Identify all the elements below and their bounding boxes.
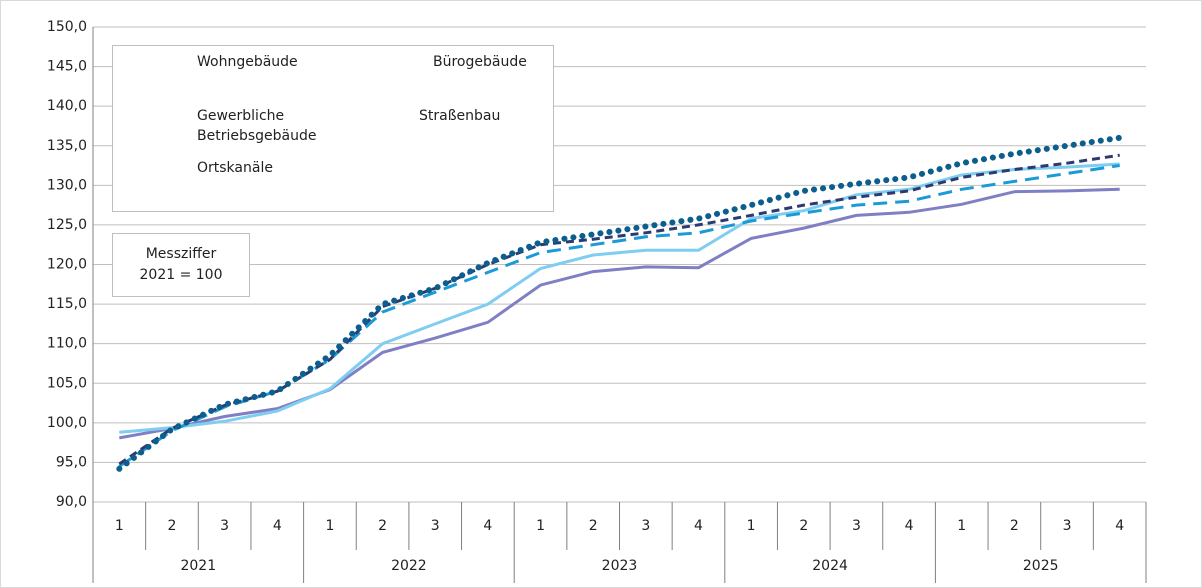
y-tick-label: 135,0 [47, 138, 87, 154]
annotation: Messziffer 2021 = 100 [139, 246, 223, 283]
y-tick-label: 100,0 [47, 415, 87, 431]
x-group-label: 2021 [180, 558, 216, 574]
x-tick-label: 4 [483, 518, 492, 534]
x-group-label: 2024 [812, 558, 848, 574]
x-tick-label: 1 [536, 518, 545, 534]
y-tick-label: 105,0 [47, 375, 87, 391]
x-tick-label: 4 [905, 518, 914, 534]
y-tick-label: 120,0 [47, 257, 87, 273]
y-tick-label: 115,0 [47, 296, 87, 312]
x-tick-label: 2 [1010, 518, 1019, 534]
legend-label: Gewerbliche Betriebsgebäude [197, 108, 317, 144]
x-group-label: 2023 [602, 558, 638, 574]
x-tick-label: 1 [957, 518, 966, 534]
x-tick-label: 4 [273, 518, 282, 534]
legend-label: Ortskanäle [197, 160, 273, 176]
x-tick-label: 1 [325, 518, 334, 534]
x-tick-label: 2 [378, 518, 387, 534]
x-group-label: 2022 [391, 558, 427, 574]
legend-label: Bürogebäude [433, 54, 527, 70]
y-tick-label: 90,0 [56, 494, 87, 510]
legend-label: Wohngebäude [197, 54, 298, 70]
x-tick-label: 3 [220, 518, 229, 534]
x-tick-label: 2 [799, 518, 808, 534]
y-tick-label: 150,0 [47, 19, 87, 35]
legend: Wohngebäude Bürogebäude Gewerbliche Betr… [112, 45, 554, 212]
line-series [116, 134, 1123, 472]
x-tick-label: 3 [431, 518, 440, 534]
y-tick-label: 110,0 [47, 336, 87, 352]
x-tick-label: 4 [1115, 518, 1124, 534]
y-tick-label: 145,0 [47, 59, 87, 75]
x-tick-label: 2 [589, 518, 598, 534]
x-tick-label: 1 [747, 518, 756, 534]
x-group-label: 2025 [1023, 558, 1059, 574]
x-tick-label: 1 [115, 518, 124, 534]
y-tick-label: 95,0 [56, 454, 87, 470]
x-tick-label: 3 [641, 518, 650, 534]
annotation-box: Messziffer 2021 = 100 [112, 233, 250, 297]
x-tick-label: 2 [168, 518, 177, 534]
x-tick-label: 3 [1063, 518, 1072, 534]
legend-label: Straßenbau [419, 108, 501, 124]
x-tick-label: 3 [852, 518, 861, 534]
y-tick-label: 125,0 [47, 217, 87, 233]
line-series [119, 162, 1120, 434]
line-series [119, 187, 1120, 440]
x-tick-label: 4 [694, 518, 703, 534]
y-tick-label: 130,0 [47, 177, 87, 193]
y-tick-label: 140,0 [47, 98, 87, 114]
